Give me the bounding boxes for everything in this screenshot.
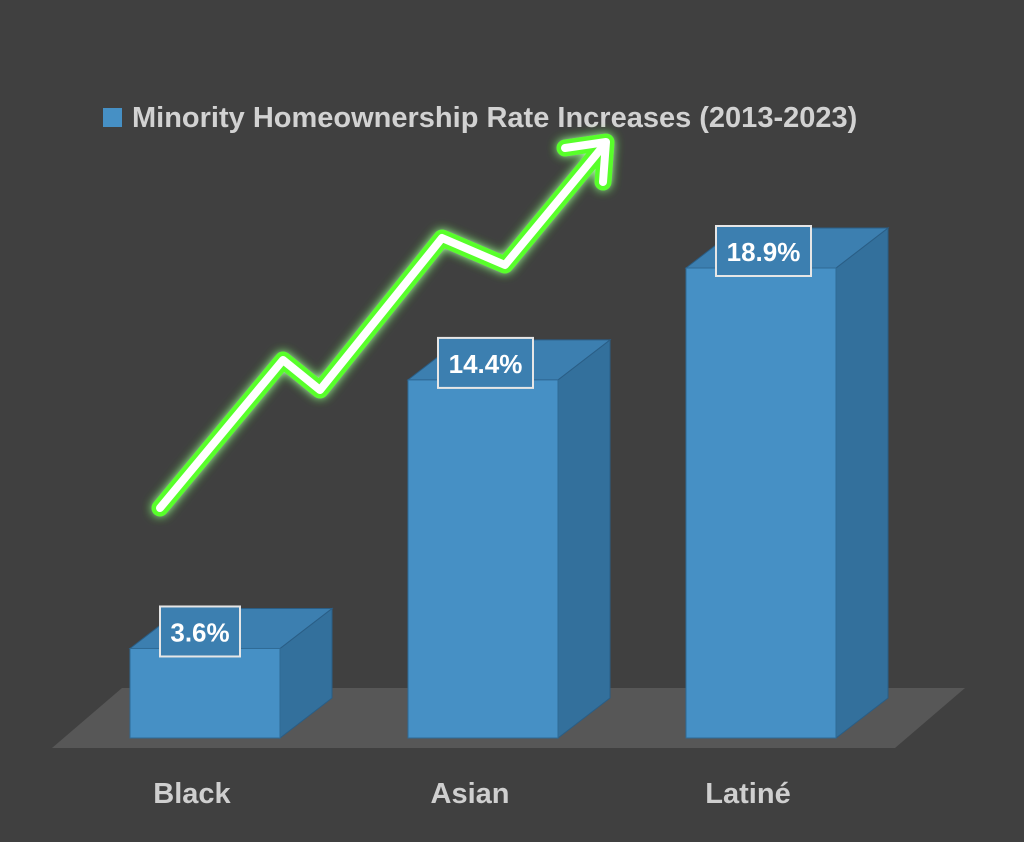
bar-side [557,338,611,740]
category-label: Latiné [705,778,790,810]
data-label-0: 3.6% [159,605,241,658]
category-label: Asian [431,778,510,810]
bar-front [407,379,559,739]
data-label-text: 3.6% [170,617,229,647]
bar-2 [684,226,890,740]
bar-series [128,226,890,740]
bar-side [835,226,889,740]
data-label-2: 18.9% [715,225,812,277]
data-labels: 3.6% 14.4% 18.9% [159,225,812,658]
legend-label: Minority Homeownership Rate Increases (2… [132,102,857,134]
data-label-1: 14.4% [437,336,534,389]
bar-front [685,267,837,739]
data-label-text: 18.9% [727,237,801,267]
data-label-text: 14.4% [449,349,523,379]
data-label-box [437,336,534,389]
trend-arrow-icon [151,133,615,517]
legend-swatch [103,108,122,127]
bar-front [129,647,281,739]
bar-1 [406,338,612,740]
category-axis: Black Asian Latiné [153,778,790,810]
legend: Minority Homeownership Rate Increases (2… [103,102,857,134]
data-label-box [159,605,241,658]
data-label-box [715,225,812,277]
category-label: Black [153,778,231,810]
